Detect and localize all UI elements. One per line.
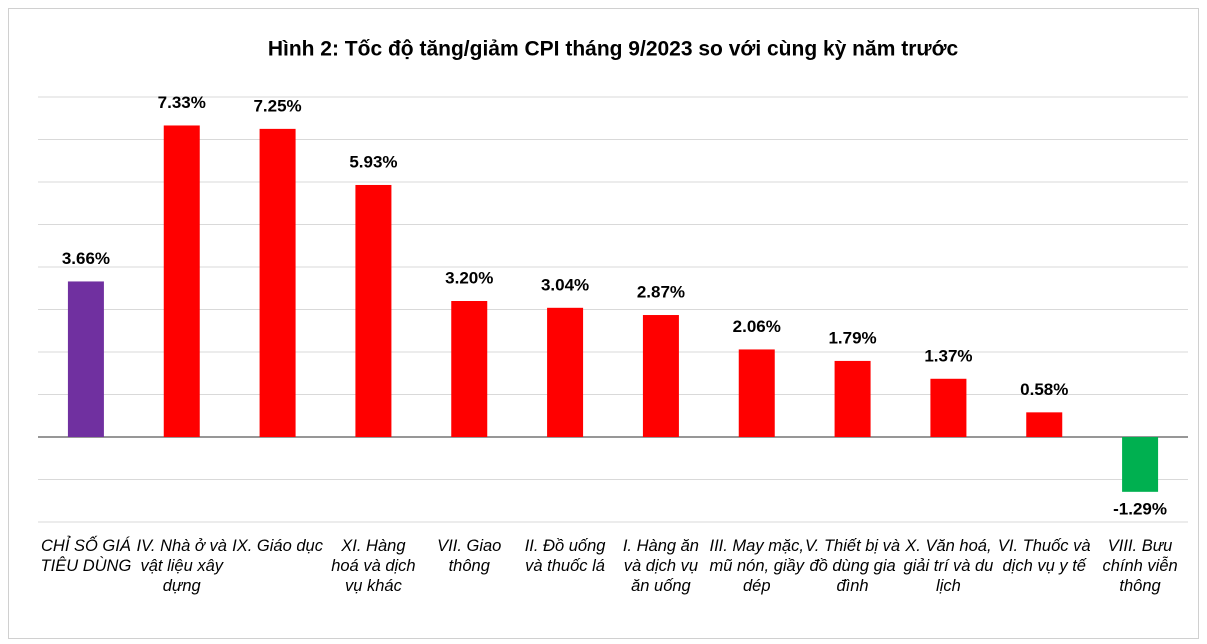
data-label: 3.20%: [445, 268, 493, 287]
x-tick-label: III. May mặc, mũ nón, giầy dép: [709, 537, 804, 595]
data-label: 7.33%: [158, 93, 206, 112]
x-tick-label: XI. Hàng hoá và dịch vụ khác: [331, 537, 416, 595]
chart-title: Hình 2: Tốc độ tăng/giảm CPI tháng 9/202…: [268, 38, 959, 61]
x-tick-label: X. Văn hoá, giải trí và du lịch: [903, 537, 994, 595]
x-tick-label: VIII. Bưu chính viễn thông: [1102, 537, 1178, 595]
bar: [67, 281, 104, 437]
bar: [451, 301, 488, 437]
x-tick-label: I. Hàng ăn và dịch vụ ăn uống: [622, 537, 699, 595]
data-label: 5.93%: [349, 152, 397, 171]
x-tick-label: II. Đồ uống và thuốc lá: [524, 537, 606, 575]
bar: [1026, 412, 1063, 437]
data-label: 3.04%: [541, 275, 589, 294]
chart-border: [8, 8, 1199, 639]
data-label: 2.06%: [733, 317, 781, 336]
x-tick-label: VII. Giao thông: [437, 537, 502, 575]
data-label: 1.37%: [924, 346, 972, 365]
data-label: 3.66%: [62, 249, 110, 268]
x-tick-label: VI. Thuốc và dịch vụ y tế: [997, 537, 1091, 575]
data-label: 7.25%: [253, 96, 301, 115]
x-tick-label: IV. Nhà ở và vật liệu xây dựng: [136, 537, 227, 595]
bar: [1122, 437, 1159, 492]
x-tick-label: V. Thiết bị và đồ dùng gia đình: [805, 537, 901, 595]
data-label: 2.87%: [637, 283, 685, 302]
bar: [547, 307, 584, 437]
bar: [355, 184, 392, 437]
bar: [834, 360, 871, 437]
data-label: 0.58%: [1020, 380, 1068, 399]
data-label: -1.29%: [1113, 499, 1167, 518]
x-tick-label: IX. Giáo dục: [232, 537, 323, 555]
bar: [259, 128, 296, 437]
bar: [930, 378, 967, 437]
data-label: 1.79%: [828, 328, 876, 347]
x-tick-label: CHỈ SỐ GIÁ TIÊU DÙNG: [40, 537, 132, 575]
bar: [738, 349, 775, 437]
bar: [642, 315, 679, 437]
bar: [163, 125, 200, 437]
